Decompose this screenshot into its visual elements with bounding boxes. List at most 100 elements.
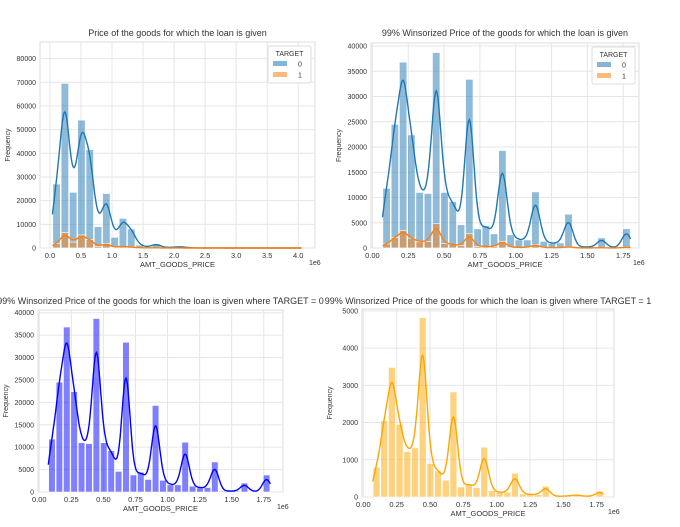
histogram-bar	[372, 466, 381, 498]
x-tick-label: 2.5	[200, 251, 210, 260]
histogram-bar	[423, 241, 432, 249]
y-tick-label: 0	[363, 246, 367, 253]
histogram-bar	[48, 438, 56, 493]
histogram-bar	[518, 493, 527, 498]
histogram-bar	[465, 233, 474, 249]
chart-title: 99% Winsorized Price of the goods for wh…	[382, 28, 628, 38]
x-tick-label: 1.00	[160, 495, 175, 504]
histogram-bar	[418, 317, 427, 498]
kde-line	[382, 228, 631, 249]
y-tick-label: 25000	[15, 377, 35, 384]
y-tick-label: 80000	[17, 56, 37, 63]
y-tick-label: 0	[354, 495, 358, 502]
y-tick-label: 25000	[348, 119, 368, 126]
histogram-bar	[181, 441, 189, 493]
histogram-bar	[102, 193, 111, 249]
y-tick-label: 40000	[17, 151, 37, 158]
x-axis-label: AMT_GOODS_PRICE	[123, 504, 198, 513]
kde-line	[52, 234, 302, 249]
histogram-bar	[77, 119, 86, 249]
x-tick-label: 0.25	[401, 251, 416, 260]
histogram-bar	[488, 490, 496, 498]
histogram-bar	[426, 463, 435, 498]
histogram-bar	[218, 490, 226, 493]
histogram-bar	[395, 424, 404, 498]
y-tick-label: 70000	[17, 80, 37, 87]
histogram-bar	[94, 246, 103, 249]
y-tick-label: 35000	[15, 333, 35, 340]
histogram-bar	[151, 405, 160, 493]
x-offset-label: 1e6	[608, 509, 620, 516]
kde-line	[372, 353, 604, 497]
x-tick-label: 1.5	[138, 251, 148, 260]
subplot-1: 0.0 0.5 1.0 1.5 2.0 2.5 3.0 3.5 4.0 0 10000 20000 30…	[5, 28, 321, 269]
histogram-bar	[456, 245, 466, 249]
y-tick-label: 15000	[348, 170, 368, 177]
y-tick-label: 20000	[17, 198, 37, 205]
histogram-bar	[52, 183, 61, 249]
subplot-3: 0.00 0.25 0.50 0.75 1.00 1.25 1.50 1.75 0 5000 100…	[0, 296, 324, 513]
y-tick-label: 15000	[15, 422, 35, 429]
y-tick-label: 5000	[18, 467, 34, 474]
histogram-bar	[60, 83, 69, 249]
y-tick-label: 1000	[342, 457, 358, 464]
histogram-bar	[542, 485, 550, 498]
y-tick-label: 10000	[17, 222, 37, 229]
histogram-bar	[415, 192, 424, 249]
y-tick-label: 0	[30, 490, 34, 497]
y-tick-label: 0	[32, 246, 36, 253]
legend-title: TARGET	[600, 52, 629, 59]
histogram-bar	[388, 367, 396, 498]
x-tick-label: 0.50	[437, 251, 452, 260]
legend-title: TARGET	[276, 51, 305, 58]
histogram-bar	[63, 326, 71, 493]
legend-entry: 0	[298, 62, 302, 69]
x-offset-label: 1e6	[633, 260, 645, 267]
x-tick-label: 1.00	[489, 500, 504, 509]
y-tick-label: 50000	[17, 127, 37, 134]
histogram-bar	[196, 487, 204, 493]
x-tick-label: 0.25	[64, 495, 79, 504]
legend-entry: 0	[622, 63, 626, 70]
histogram-bar	[129, 474, 137, 493]
x-tick-label: 1.25	[192, 495, 207, 504]
histogram-bar	[203, 487, 211, 493]
histogram-bar	[85, 149, 94, 249]
x-tick-label: 1.25	[523, 500, 538, 509]
y-tick-label: 20000	[348, 145, 368, 152]
y-axis-label: Frequency	[336, 128, 343, 162]
histogram-bar	[174, 484, 182, 493]
histogram-bar	[440, 243, 449, 249]
histogram-bar	[465, 79, 474, 249]
x-tick-label: 0.00	[365, 251, 380, 260]
x-tick-label: 1.75	[616, 251, 631, 260]
histogram-bar	[122, 341, 130, 493]
y-tick-label: 30000	[17, 174, 37, 181]
histogram-bar	[534, 494, 542, 498]
y-tick-label: 20000	[15, 400, 35, 407]
y-tick-label: 40000	[15, 310, 35, 317]
histogram-bar	[442, 479, 450, 498]
histogram-bar	[188, 485, 197, 493]
chart-title: Price of the goods for which the loan is…	[88, 28, 267, 38]
histogram-bar	[511, 472, 519, 498]
histogram-bar	[415, 241, 424, 249]
histogram-bar	[137, 471, 145, 493]
histogram-bar	[434, 470, 442, 498]
histogram-bar	[144, 479, 152, 493]
x-tick-label: 3.5	[262, 251, 272, 260]
histogram-bar	[531, 191, 540, 249]
histogram-bar	[114, 471, 123, 493]
histogram-bar	[498, 150, 507, 249]
subplot-4: 0.00 0.25 0.50 0.75 1.00 1.25 1.50 1.75 0 1000 200…	[325, 296, 651, 518]
histogram-bar	[100, 442, 108, 493]
histogram-bar	[503, 491, 512, 498]
y-tick-label: 3000	[342, 383, 358, 390]
histogram-bar	[77, 442, 86, 493]
legend: TARGET 0 1	[591, 46, 636, 85]
x-tick-label: 0.75	[473, 251, 488, 260]
series-0	[382, 52, 631, 249]
subplot-2: 0.00 0.25 0.50 0.75 1.00 1.25 1.50 1.75 0 5000 100…	[336, 28, 645, 269]
x-axis-label: AMT_GOODS_PRICE	[467, 260, 542, 269]
